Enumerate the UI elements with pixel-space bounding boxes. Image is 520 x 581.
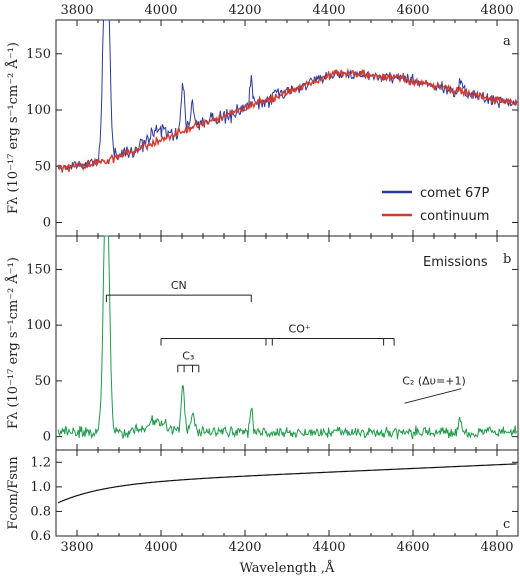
panel-a-ylabel: Fλ (10⁻¹⁷ erg s⁻¹cm⁻² Å⁻¹) [5,42,21,214]
panel-c-frame [55,449,519,537]
data-series [57,19,518,504]
y-tick-label: 100 [26,103,51,118]
series-ratio [57,463,517,504]
x-tick-label: 4200 [228,540,261,555]
emission-annotations: CN CO⁺ C₃ C₂ (Δυ=+1) [105,279,466,404]
legend-label-continuum: continuum [420,209,489,224]
x-tick-label-top: 4800 [480,3,513,18]
y-tick-label: 0.8 [30,504,51,519]
y-tick-label: 0.6 [30,529,51,544]
y-tick-label: 100 [26,318,51,333]
panel-a-letter: a [503,34,511,49]
panel-c-ylabel: Fcom/Fsun [6,456,21,530]
x-tick-label-top: 4400 [312,3,345,18]
series-comet-67p [57,19,518,173]
panel-b-ylabel: Fλ (10⁻¹⁷ erg s⁻¹cm⁻² Å⁻¹) [5,257,21,429]
panel-b-title: Emissions [423,255,488,270]
x-tick-label: 4800 [480,540,513,555]
x-tick-label: 4000 [144,540,177,555]
series-continuum [57,67,518,173]
panel-a-frame [55,19,519,237]
annotation-label: CN [171,279,187,292]
series-emissions [57,235,518,440]
y-tick-label: 50 [34,374,51,389]
annotation-label: C₂ (Δυ=+1) [402,375,466,388]
annotation-line [404,388,462,404]
x-tick-label: 4600 [396,540,429,555]
y-tick-label: 0 [43,216,51,231]
panel-b-letter: b [503,252,511,267]
x-axis-label: Wavelength ,Å [240,560,335,576]
legend: comet 67P continuum [382,186,490,224]
x-tick-label-top: 4000 [144,3,177,18]
x-tick-label: 4400 [312,540,345,555]
x-tick-label-top: 4600 [396,3,429,18]
x-tick-label: 3800 [60,540,93,555]
x-tick-label-top: 3800 [60,3,93,18]
y-tick-label: 150 [26,47,51,62]
annotation-label: C₃ [182,349,194,362]
y-tick-label: 1.0 [30,480,51,495]
panel-c-letter: c [503,517,510,532]
x-tick-label-top: 4200 [228,3,261,18]
y-tick-label: 50 [34,159,51,174]
axis-ticks: 3800 3800 4000 4000 4200 4200 4400 4400 4600 4600… [26,3,519,555]
y-tick-label: 150 [26,262,51,277]
y-tick-label: 0 [43,430,51,445]
annotation-label: CO⁺ [289,323,311,336]
legend-label-comet: comet 67P [420,186,490,201]
y-tick-label: 1.2 [30,455,51,470]
